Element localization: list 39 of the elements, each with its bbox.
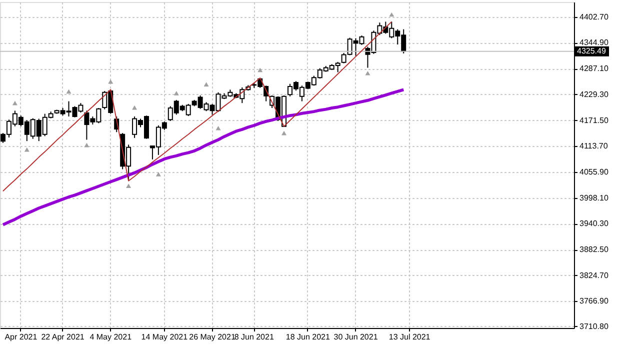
point xyxy=(258,68,263,72)
x-tick-label: 8 Jun 2021 xyxy=(234,332,274,342)
point xyxy=(84,142,90,148)
y-tick-label: 3940.30 xyxy=(580,219,609,228)
y-tick-label: 4171.50 xyxy=(580,116,609,125)
y-tick-label: 4113.70 xyxy=(580,142,608,151)
point xyxy=(389,12,394,17)
y-tick-label: 4402.70 xyxy=(580,12,609,22)
point xyxy=(204,82,209,86)
point xyxy=(24,147,30,152)
point xyxy=(365,70,370,76)
y-tick-label: 3882.50 xyxy=(580,245,609,254)
x-tick-label: 4 May 2021 xyxy=(90,332,132,342)
y-tick-label: 4287.10 xyxy=(580,64,609,74)
line-series xyxy=(1,88,406,226)
ref-line-label: 4325.49 xyxy=(577,46,606,56)
x-tick-label: 13 Jul 2021 xyxy=(388,332,431,342)
x-tick-label: Apr 2021 xyxy=(4,332,38,342)
point xyxy=(174,91,179,96)
line-series xyxy=(2,21,392,192)
y-tick-label: 3824.70 xyxy=(580,270,609,280)
y-tick-label: 3710.80 xyxy=(580,322,609,331)
point xyxy=(156,172,161,176)
x-tick-label: 22 Apr 2021 xyxy=(41,332,85,342)
point xyxy=(66,89,72,94)
y-tick-label: 3998.10 xyxy=(580,193,609,202)
y-tick-label: 4229.30 xyxy=(580,90,609,99)
y-tick-label: 4055.90 xyxy=(580,167,609,176)
y-tick-label: 3766.90 xyxy=(580,296,609,306)
point xyxy=(126,184,132,188)
y-tick-label: 4344.90 xyxy=(580,38,609,48)
x-tick-label: 30 Jun 2021 xyxy=(334,332,378,342)
point xyxy=(108,79,114,84)
point xyxy=(12,100,18,106)
x-tick-label: 14 May 2021 xyxy=(141,332,188,342)
x-tick-label: 26 May 2021 xyxy=(189,332,236,342)
point xyxy=(132,105,138,110)
x-tick-label: 18 Jun 2021 xyxy=(286,332,330,342)
point xyxy=(216,126,221,130)
